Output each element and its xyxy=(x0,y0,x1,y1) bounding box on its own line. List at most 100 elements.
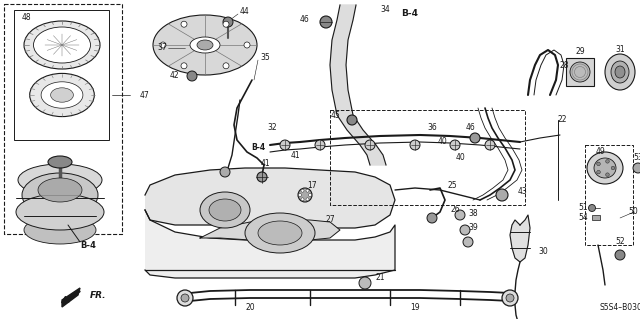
Text: 34: 34 xyxy=(380,5,390,14)
Circle shape xyxy=(460,225,470,235)
Circle shape xyxy=(450,140,460,150)
Text: 17: 17 xyxy=(307,181,317,189)
Text: 50: 50 xyxy=(628,207,638,217)
Polygon shape xyxy=(510,215,530,262)
Polygon shape xyxy=(62,288,80,307)
Ellipse shape xyxy=(33,27,90,63)
Text: 25: 25 xyxy=(447,181,457,189)
Circle shape xyxy=(177,290,193,306)
Polygon shape xyxy=(145,210,395,278)
Circle shape xyxy=(506,294,514,302)
Text: 52: 52 xyxy=(615,238,625,247)
Circle shape xyxy=(589,204,595,211)
Text: 54: 54 xyxy=(579,213,588,222)
Circle shape xyxy=(605,173,609,176)
Circle shape xyxy=(496,189,508,201)
Circle shape xyxy=(244,42,250,48)
Circle shape xyxy=(463,237,473,247)
Text: 47: 47 xyxy=(140,91,150,100)
Circle shape xyxy=(301,198,304,201)
Text: 22: 22 xyxy=(558,115,568,124)
Text: FR.: FR. xyxy=(90,291,106,300)
Text: 39: 39 xyxy=(468,224,477,233)
Ellipse shape xyxy=(41,82,83,108)
Text: 31: 31 xyxy=(615,46,625,55)
Ellipse shape xyxy=(570,62,590,82)
Circle shape xyxy=(257,172,267,182)
Text: 35: 35 xyxy=(260,54,269,63)
Text: 26: 26 xyxy=(450,205,460,214)
Circle shape xyxy=(298,194,301,197)
Polygon shape xyxy=(145,168,395,228)
Ellipse shape xyxy=(38,178,82,202)
Circle shape xyxy=(301,189,304,192)
Circle shape xyxy=(359,277,371,289)
Ellipse shape xyxy=(24,216,96,244)
Circle shape xyxy=(596,170,600,174)
Text: 36: 36 xyxy=(427,123,437,132)
Text: 19: 19 xyxy=(410,303,420,313)
Text: 37: 37 xyxy=(157,43,167,53)
Text: 53: 53 xyxy=(633,153,640,162)
Text: 21: 21 xyxy=(375,273,385,283)
Circle shape xyxy=(181,294,189,302)
Text: 46: 46 xyxy=(465,123,475,132)
Text: 45: 45 xyxy=(330,110,340,120)
Ellipse shape xyxy=(153,15,257,75)
Ellipse shape xyxy=(594,158,616,178)
Ellipse shape xyxy=(16,194,104,230)
Text: 40: 40 xyxy=(455,153,465,162)
Circle shape xyxy=(596,162,600,166)
Text: 30: 30 xyxy=(538,248,548,256)
Text: B-4: B-4 xyxy=(80,241,96,249)
Text: 41: 41 xyxy=(290,151,300,160)
Text: 27: 27 xyxy=(325,216,335,225)
Ellipse shape xyxy=(197,40,213,50)
Circle shape xyxy=(223,17,233,27)
Ellipse shape xyxy=(18,164,102,196)
Circle shape xyxy=(633,163,640,173)
Circle shape xyxy=(223,21,229,27)
Circle shape xyxy=(280,140,290,150)
Circle shape xyxy=(365,140,375,150)
Ellipse shape xyxy=(209,199,241,221)
Polygon shape xyxy=(200,220,340,240)
Ellipse shape xyxy=(611,61,629,83)
Ellipse shape xyxy=(258,221,302,245)
Circle shape xyxy=(347,115,357,125)
Text: 46: 46 xyxy=(300,16,310,25)
Circle shape xyxy=(181,63,187,69)
Text: 32: 32 xyxy=(267,123,277,132)
Circle shape xyxy=(306,198,309,201)
Circle shape xyxy=(427,213,437,223)
Circle shape xyxy=(320,16,332,28)
Circle shape xyxy=(470,133,480,143)
Polygon shape xyxy=(330,5,386,165)
Ellipse shape xyxy=(24,21,100,69)
Ellipse shape xyxy=(245,213,315,253)
Text: B-4: B-4 xyxy=(251,144,265,152)
Bar xyxy=(585,145,633,245)
Text: 29: 29 xyxy=(575,48,585,56)
Ellipse shape xyxy=(22,173,98,217)
Text: 38: 38 xyxy=(468,210,477,219)
Text: 40: 40 xyxy=(437,137,447,146)
Ellipse shape xyxy=(605,54,635,90)
Circle shape xyxy=(223,63,229,69)
Circle shape xyxy=(605,160,609,163)
Circle shape xyxy=(181,21,187,27)
Circle shape xyxy=(502,290,518,306)
Ellipse shape xyxy=(51,88,74,102)
Text: 44: 44 xyxy=(240,8,250,17)
Text: S5S4–B0300: S5S4–B0300 xyxy=(600,303,640,313)
Circle shape xyxy=(298,188,312,202)
Text: 43: 43 xyxy=(518,188,528,197)
Text: 48: 48 xyxy=(21,13,31,23)
Text: 42: 42 xyxy=(170,71,179,80)
Bar xyxy=(14,10,109,140)
Text: 49: 49 xyxy=(595,147,605,157)
Bar xyxy=(566,58,594,86)
Ellipse shape xyxy=(615,66,625,78)
Circle shape xyxy=(615,250,625,260)
Ellipse shape xyxy=(200,192,250,228)
